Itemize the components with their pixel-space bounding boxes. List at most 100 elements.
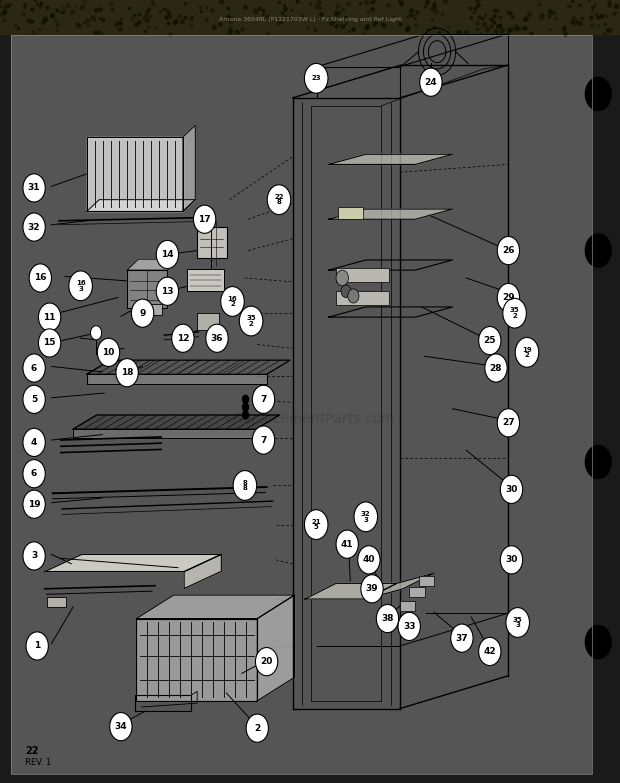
Point	[47, 9, 57, 22]
Point	[546, 23, 556, 35]
Circle shape	[246, 714, 268, 742]
Point	[480, 9, 490, 21]
Point	[453, 25, 463, 38]
Circle shape	[451, 624, 473, 652]
Text: 31: 31	[28, 183, 40, 193]
Point	[396, 0, 405, 9]
Point	[195, 1, 205, 13]
Point	[311, 0, 321, 13]
Point	[567, 15, 577, 27]
Point	[141, 9, 151, 22]
Point	[340, 12, 350, 24]
Text: 35
2: 35 2	[510, 308, 520, 319]
Polygon shape	[87, 200, 195, 211]
Circle shape	[131, 299, 154, 327]
Point	[310, 23, 320, 36]
Point	[250, 4, 260, 16]
Point	[305, 0, 315, 9]
Circle shape	[38, 303, 61, 331]
Point	[95, 2, 105, 15]
Bar	[0, 0, 620, 35]
Point	[440, 0, 450, 7]
Circle shape	[156, 277, 179, 305]
Text: 29: 29	[502, 293, 515, 302]
Point	[489, 10, 498, 23]
Point	[35, 23, 45, 35]
Point	[0, 0, 5, 13]
Text: 16
3: 16 3	[76, 280, 86, 291]
Point	[263, 27, 273, 39]
Point	[593, 11, 603, 23]
Point	[609, 6, 619, 19]
Point	[143, 5, 153, 17]
Text: REV. 1: REV. 1	[25, 759, 51, 767]
Point	[83, 19, 93, 31]
Polygon shape	[45, 554, 221, 572]
Point	[83, 13, 93, 26]
Point	[159, 2, 169, 15]
Point	[42, 1, 52, 13]
Point	[495, 19, 505, 31]
Text: 32: 32	[28, 222, 40, 232]
Point	[479, 18, 489, 31]
Point	[89, 26, 99, 38]
Point	[334, 18, 343, 31]
Point	[5, 0, 15, 11]
Point	[394, 0, 404, 8]
Circle shape	[479, 327, 501, 355]
Polygon shape	[136, 595, 294, 619]
Circle shape	[336, 530, 358, 558]
Point	[537, 8, 547, 20]
Point	[368, 0, 378, 8]
Point	[461, 25, 471, 38]
Point	[79, 0, 89, 8]
Circle shape	[97, 338, 120, 366]
Point	[134, 16, 144, 28]
Point	[155, 5, 165, 17]
Point	[423, 23, 433, 36]
Circle shape	[233, 471, 257, 500]
Point	[366, 0, 376, 8]
Point	[410, 19, 420, 31]
Text: 22
8: 22 8	[274, 194, 284, 205]
Point	[237, 22, 247, 34]
Point	[277, 6, 286, 19]
Point	[258, 3, 268, 16]
Circle shape	[479, 637, 501, 666]
Text: 36: 36	[211, 334, 223, 343]
Point	[10, 18, 20, 31]
Point	[410, 12, 420, 24]
Circle shape	[267, 185, 291, 215]
Polygon shape	[136, 619, 257, 701]
Point	[50, 14, 60, 27]
Point	[489, 16, 499, 28]
Circle shape	[361, 575, 383, 603]
Text: 19: 19	[28, 500, 40, 509]
Text: 7: 7	[260, 395, 267, 404]
Point	[331, 20, 341, 32]
Point	[164, 8, 174, 20]
Point	[497, 23, 507, 36]
Point	[37, 0, 46, 9]
Point	[572, 16, 582, 28]
Point	[166, 27, 175, 40]
Point	[489, 3, 499, 16]
Point	[89, 13, 99, 25]
Point	[560, 27, 570, 40]
Point	[251, 5, 261, 18]
Circle shape	[26, 632, 48, 660]
Point	[508, 11, 518, 23]
Point	[254, 2, 264, 15]
Point	[32, 0, 42, 11]
Point	[590, 0, 600, 10]
Polygon shape	[329, 154, 453, 164]
Point	[106, 0, 116, 9]
Circle shape	[242, 402, 249, 412]
Point	[544, 7, 554, 20]
Point	[567, 0, 577, 8]
Point	[512, 20, 521, 32]
Point	[332, 0, 342, 13]
Circle shape	[304, 510, 328, 539]
Text: 24: 24	[425, 78, 437, 87]
Point	[170, 16, 180, 28]
